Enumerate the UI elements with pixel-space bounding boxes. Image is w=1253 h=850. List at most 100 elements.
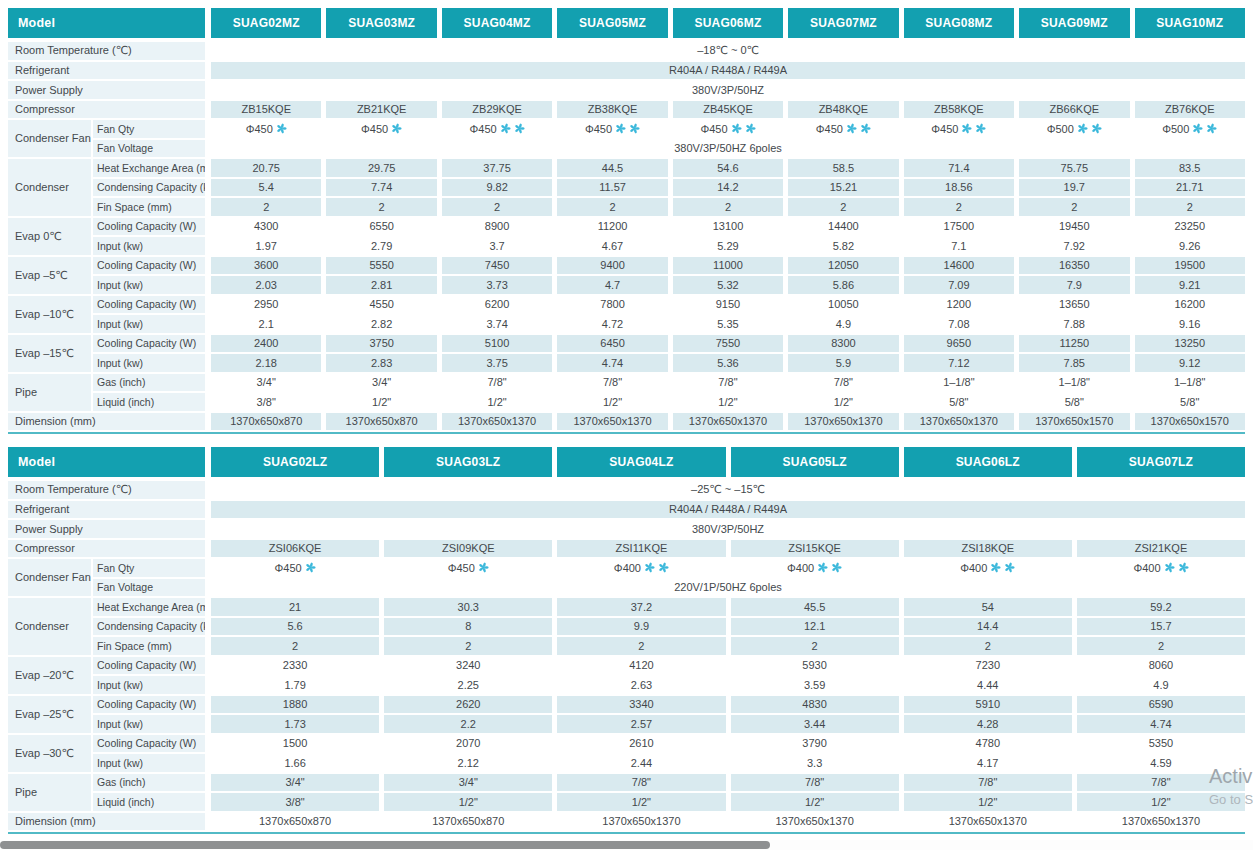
row-values: –18℃ ~ 0℃ bbox=[211, 42, 1245, 60]
span-value-cell: 380V/3P/50HZ bbox=[211, 520, 1245, 538]
fan-icon bbox=[817, 562, 828, 573]
table-row: Fan Voltage380V/3P/50HZ 6poles bbox=[93, 140, 1245, 158]
model-header-cell: SUAG07LZ bbox=[1077, 447, 1245, 477]
value-cell: 16350 bbox=[1019, 257, 1129, 275]
sub-label: Fan Qty bbox=[93, 559, 205, 577]
sub-label: Cooling Capacity (W) bbox=[93, 257, 205, 275]
value-cell: 9.21 bbox=[1135, 276, 1245, 294]
value-cell: 5910 bbox=[904, 696, 1072, 714]
value-cell: 4780 bbox=[904, 735, 1072, 753]
table-row: Liquid (inch)3/8"1/2"1/2"1/2"1/2"1/2"5/8… bbox=[93, 393, 1245, 411]
model-header-cell: SUAG05LZ bbox=[731, 447, 899, 477]
row-values: 5.689.912.114.415.7 bbox=[211, 618, 1245, 636]
value-cell: 14600 bbox=[904, 257, 1014, 275]
table-row: Input (kw)1.792.252.633.594.444.9 bbox=[93, 676, 1245, 694]
spec-table-mz-series: ModelSUAG02MZSUAG03MZSUAG04MZSUAG05MZSUA… bbox=[8, 8, 1245, 434]
row-values: –25℃ ~ –15℃ bbox=[211, 481, 1245, 499]
table-row: Cooling Capacity (W)15002070261037904780… bbox=[93, 735, 1245, 753]
row-values: 3600555074509400110001205014600163501950… bbox=[211, 257, 1245, 275]
row-values: 3/8"1/2"1/2"1/2"1/2"1/2" bbox=[211, 793, 1245, 811]
value-cell: 3.75 bbox=[442, 354, 552, 372]
value-cell: 7.08 bbox=[904, 315, 1014, 333]
value-cell: 2.18 bbox=[211, 354, 321, 372]
group-label: Condenser Fan bbox=[8, 559, 91, 596]
row-label: Compressor bbox=[8, 101, 205, 119]
value-cell: 54.6 bbox=[673, 159, 783, 177]
fan-icon bbox=[846, 123, 857, 134]
value-cell: ZSI09KQE bbox=[384, 540, 552, 558]
table-row: CompressorZSI06KQEZSI09KQEZSI11KQEZSI15K… bbox=[8, 540, 1245, 558]
value-cell: 1370x650x1370 bbox=[557, 413, 667, 431]
sub-label: Input (kw) bbox=[93, 276, 205, 294]
value-cell: 4.67 bbox=[557, 237, 667, 255]
value-cell: 4.44 bbox=[904, 676, 1072, 694]
row-values: 222222222 bbox=[211, 198, 1245, 216]
value-cell: 3.73 bbox=[442, 276, 552, 294]
value-cell: 9.26 bbox=[1135, 237, 1245, 255]
row-label: Power Supply bbox=[8, 520, 205, 538]
fan-icon bbox=[860, 123, 871, 134]
value-cell: 3/4" bbox=[326, 374, 436, 392]
value-cell: 4550 bbox=[326, 296, 436, 314]
value-cell: 3/8" bbox=[211, 793, 379, 811]
fan-qty-cell: Φ500 bbox=[1135, 120, 1245, 138]
sub-label: Condensing Capacity (kw) bbox=[93, 179, 205, 197]
table-row: Condensing Capacity (kw) 5.47.749.8211.57… bbox=[93, 179, 1245, 197]
table-row-group: Evap –15℃Cooling Capacity (W)24003750510… bbox=[8, 335, 1245, 372]
row-values: 295045506200780091501005012001365016200 bbox=[211, 296, 1245, 314]
value-cell: 1370x650x1370 bbox=[673, 413, 783, 431]
spec-sheet-page: { "watermark": { "line1": "Activ", "line… bbox=[0, 0, 1253, 850]
table-row: RefrigerantR404A / R448A / R449A bbox=[8, 62, 1245, 80]
sub-label: Fan Qty bbox=[93, 120, 205, 138]
table-row: Fin Space (mm)222222222 bbox=[93, 198, 1245, 216]
value-cell: 18.56 bbox=[904, 179, 1014, 197]
row-values: 5.47.749.8211.5714.215.2118.5619.721.71 bbox=[211, 179, 1245, 197]
value-cell: 5930 bbox=[731, 657, 899, 675]
value-cell: 13100 bbox=[673, 218, 783, 236]
value-cell: ZB15KQE bbox=[211, 101, 321, 119]
table-row: Dimension (mm)1370x650x8701370x650x87013… bbox=[8, 813, 1245, 831]
row-values: 2.032.813.734.75.325.867.097.99.21 bbox=[211, 276, 1245, 294]
row-values: 233032404120593072308060 bbox=[211, 657, 1245, 675]
value-cell: 3/4" bbox=[384, 774, 552, 792]
value-cell: 2 bbox=[326, 198, 436, 216]
value-cell: 9400 bbox=[557, 257, 667, 275]
value-cell: 4.9 bbox=[788, 315, 898, 333]
sub-label: Input (kw) bbox=[93, 354, 205, 372]
value-cell: 1/2" bbox=[326, 393, 436, 411]
fan-qty-cell: Φ450 bbox=[788, 120, 898, 138]
value-cell: 7.1 bbox=[904, 237, 1014, 255]
sub-label: Condensing Capacity (kw) bbox=[93, 618, 205, 636]
value-cell: 2.83 bbox=[326, 354, 436, 372]
value-cell: 5.9 bbox=[788, 354, 898, 372]
value-cell: 6450 bbox=[557, 335, 667, 353]
horizontal-scrollbar[interactable] bbox=[0, 840, 1253, 850]
sub-label: Input (kw) bbox=[93, 754, 205, 772]
value-cell: 9.16 bbox=[1135, 315, 1245, 333]
fan-icon bbox=[731, 123, 742, 134]
value-cell: 1/2" bbox=[557, 393, 667, 411]
group-label: Pipe bbox=[8, 774, 91, 811]
fan-qty-cell: Φ450 bbox=[211, 120, 321, 138]
scrollbar-thumb[interactable] bbox=[0, 841, 770, 849]
table-row: Cooling Capacity (W)24003750510064507550… bbox=[93, 335, 1245, 353]
table-row: Fan Voltage220V/1P/50HZ 6poles bbox=[93, 579, 1245, 597]
activate-watermark-line2: Go to S bbox=[1209, 792, 1253, 807]
fan-icon bbox=[478, 562, 489, 573]
model-header-cell: SUAG02MZ bbox=[211, 8, 321, 38]
value-cell: 5.36 bbox=[673, 354, 783, 372]
value-cell: 3.44 bbox=[731, 715, 899, 733]
fan-qty-cell: Φ450 bbox=[384, 559, 552, 577]
value-cell: 20.75 bbox=[211, 159, 321, 177]
value-cell: 5.32 bbox=[673, 276, 783, 294]
value-cell: 59.2 bbox=[1077, 598, 1245, 616]
value-cell: 16200 bbox=[1135, 296, 1245, 314]
fan-diameter-value: Φ400 bbox=[960, 562, 987, 574]
span-value-cell: –18℃ ~ 0℃ bbox=[211, 42, 1245, 60]
sub-label: Cooling Capacity (W) bbox=[93, 696, 205, 714]
table-row: Room Temperature (℃)–18℃ ~ 0℃ bbox=[8, 42, 1245, 60]
row-values: 1.732.22.573.444.284.74 bbox=[211, 715, 1245, 733]
fan-diameter-value: Φ450 bbox=[361, 123, 388, 135]
model-header-cell: SUAG02LZ bbox=[211, 447, 379, 477]
fan-diameter-value: Φ450 bbox=[275, 562, 302, 574]
